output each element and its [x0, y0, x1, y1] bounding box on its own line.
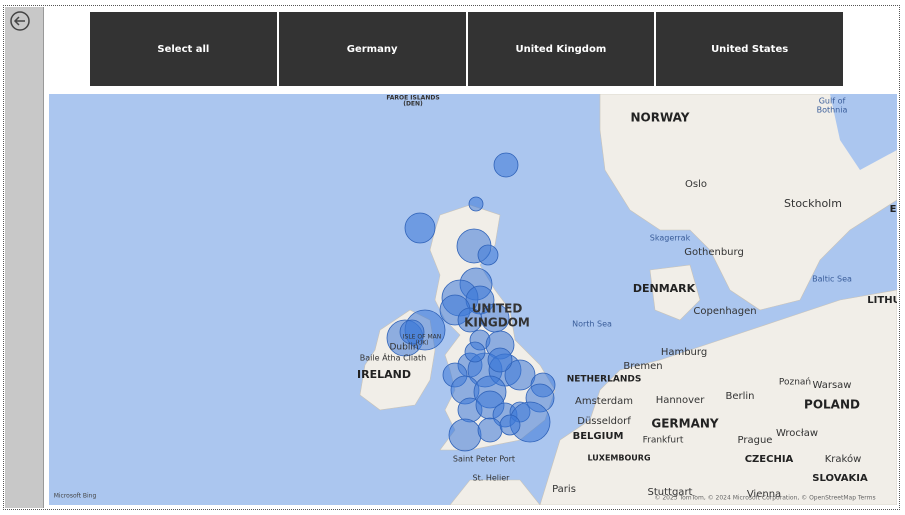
map-bubble — [493, 152, 519, 178]
map-label: Frankfurt — [643, 436, 684, 446]
map-bubble — [477, 244, 499, 266]
map-label: Stuttgart — [648, 487, 693, 498]
slicer-button[interactable]: Germany — [278, 12, 466, 86]
map-label: Hamburg — [661, 347, 707, 358]
map-label: KINGDOM — [464, 316, 530, 330]
map-bubble — [448, 418, 482, 452]
side-panel — [5, 7, 44, 508]
map-label: Berlin — [725, 391, 754, 402]
map-label: UNITED — [472, 302, 523, 316]
map-bubble — [464, 341, 486, 363]
slicer-button[interactable]: United Kingdom — [467, 12, 655, 86]
map-label: DENMARK — [633, 282, 696, 295]
map-label: Prague — [738, 435, 773, 446]
map-label: Baile Átha Cliath — [360, 352, 426, 363]
map-bubble — [499, 414, 521, 436]
map-label: Hannover — [656, 395, 706, 406]
map-label: Warsaw — [812, 380, 851, 391]
map-label: Gulf of — [819, 97, 846, 106]
slicer-button[interactable]: Select all — [90, 12, 277, 86]
map-label: North Sea — [572, 320, 612, 329]
map-label: BELGIUM — [573, 431, 624, 442]
map-label: NORWAY — [630, 111, 689, 125]
map-label: Paris — [552, 484, 576, 495]
map-bubble — [457, 307, 483, 333]
map-label: Stockholm — [784, 197, 842, 210]
map-label: Vienna — [747, 489, 781, 500]
map-label: E — [890, 204, 897, 215]
map-label: Bremen — [623, 361, 662, 372]
map-bubble — [504, 359, 536, 391]
map-label: Saint Peter Port — [453, 455, 515, 464]
map-label: (DEN) — [403, 101, 423, 108]
map-label: Skagerrak — [650, 234, 691, 243]
map-label: Gothenburg — [684, 247, 744, 258]
map-label: St. Helier — [473, 474, 511, 483]
map-label: Poznań — [779, 378, 811, 388]
map-label: LITHU — [867, 295, 897, 306]
map-label: NETHERLANDS — [567, 375, 642, 385]
map-bubble — [404, 212, 436, 244]
map-bubble — [477, 417, 503, 443]
map-label: (UK) — [415, 340, 428, 347]
map-label: GERMANY — [651, 417, 719, 431]
map-label: CZECHIA — [745, 454, 794, 465]
map-label: Bothnia — [817, 106, 848, 115]
map-label: Dublin — [389, 343, 418, 353]
map-bubble — [487, 347, 513, 373]
map-label: © 2023 TomTom, © 2024 Microsoft Corporat… — [654, 495, 875, 502]
slicer: Select all Germany United Kingdom United… — [90, 12, 843, 86]
map-label: Düsseldorf — [577, 416, 631, 427]
map-label: IRELAND — [357, 368, 411, 381]
map-label: Wrocław — [776, 428, 818, 439]
map-label: Microsoft Bing — [54, 493, 97, 500]
visual-frame — [3, 5, 900, 510]
map-label: LUXEMBOURG — [587, 454, 650, 463]
slicer-button[interactable]: United States — [656, 12, 843, 86]
map-label: Kraków — [825, 453, 862, 465]
map-label: Amsterdam — [575, 396, 633, 407]
map-label: FAROE ISLANDS — [386, 95, 439, 102]
map: FAROE ISLANDS(DEN) NORWAY Oslo Stockholm Ska… — [49, 94, 897, 505]
map-label: ISLE OF MAN — [403, 334, 441, 341]
map-label: Copenhagen — [693, 306, 756, 317]
map-bubble — [399, 319, 425, 345]
map-label: Baltic Sea — [812, 275, 852, 284]
map-label: POLAND — [804, 398, 860, 412]
map-label: SLOVAKIA — [812, 473, 868, 484]
back-button[interactable] — [9, 10, 31, 32]
map-bubble — [468, 196, 484, 212]
map-label: Oslo — [685, 179, 707, 190]
